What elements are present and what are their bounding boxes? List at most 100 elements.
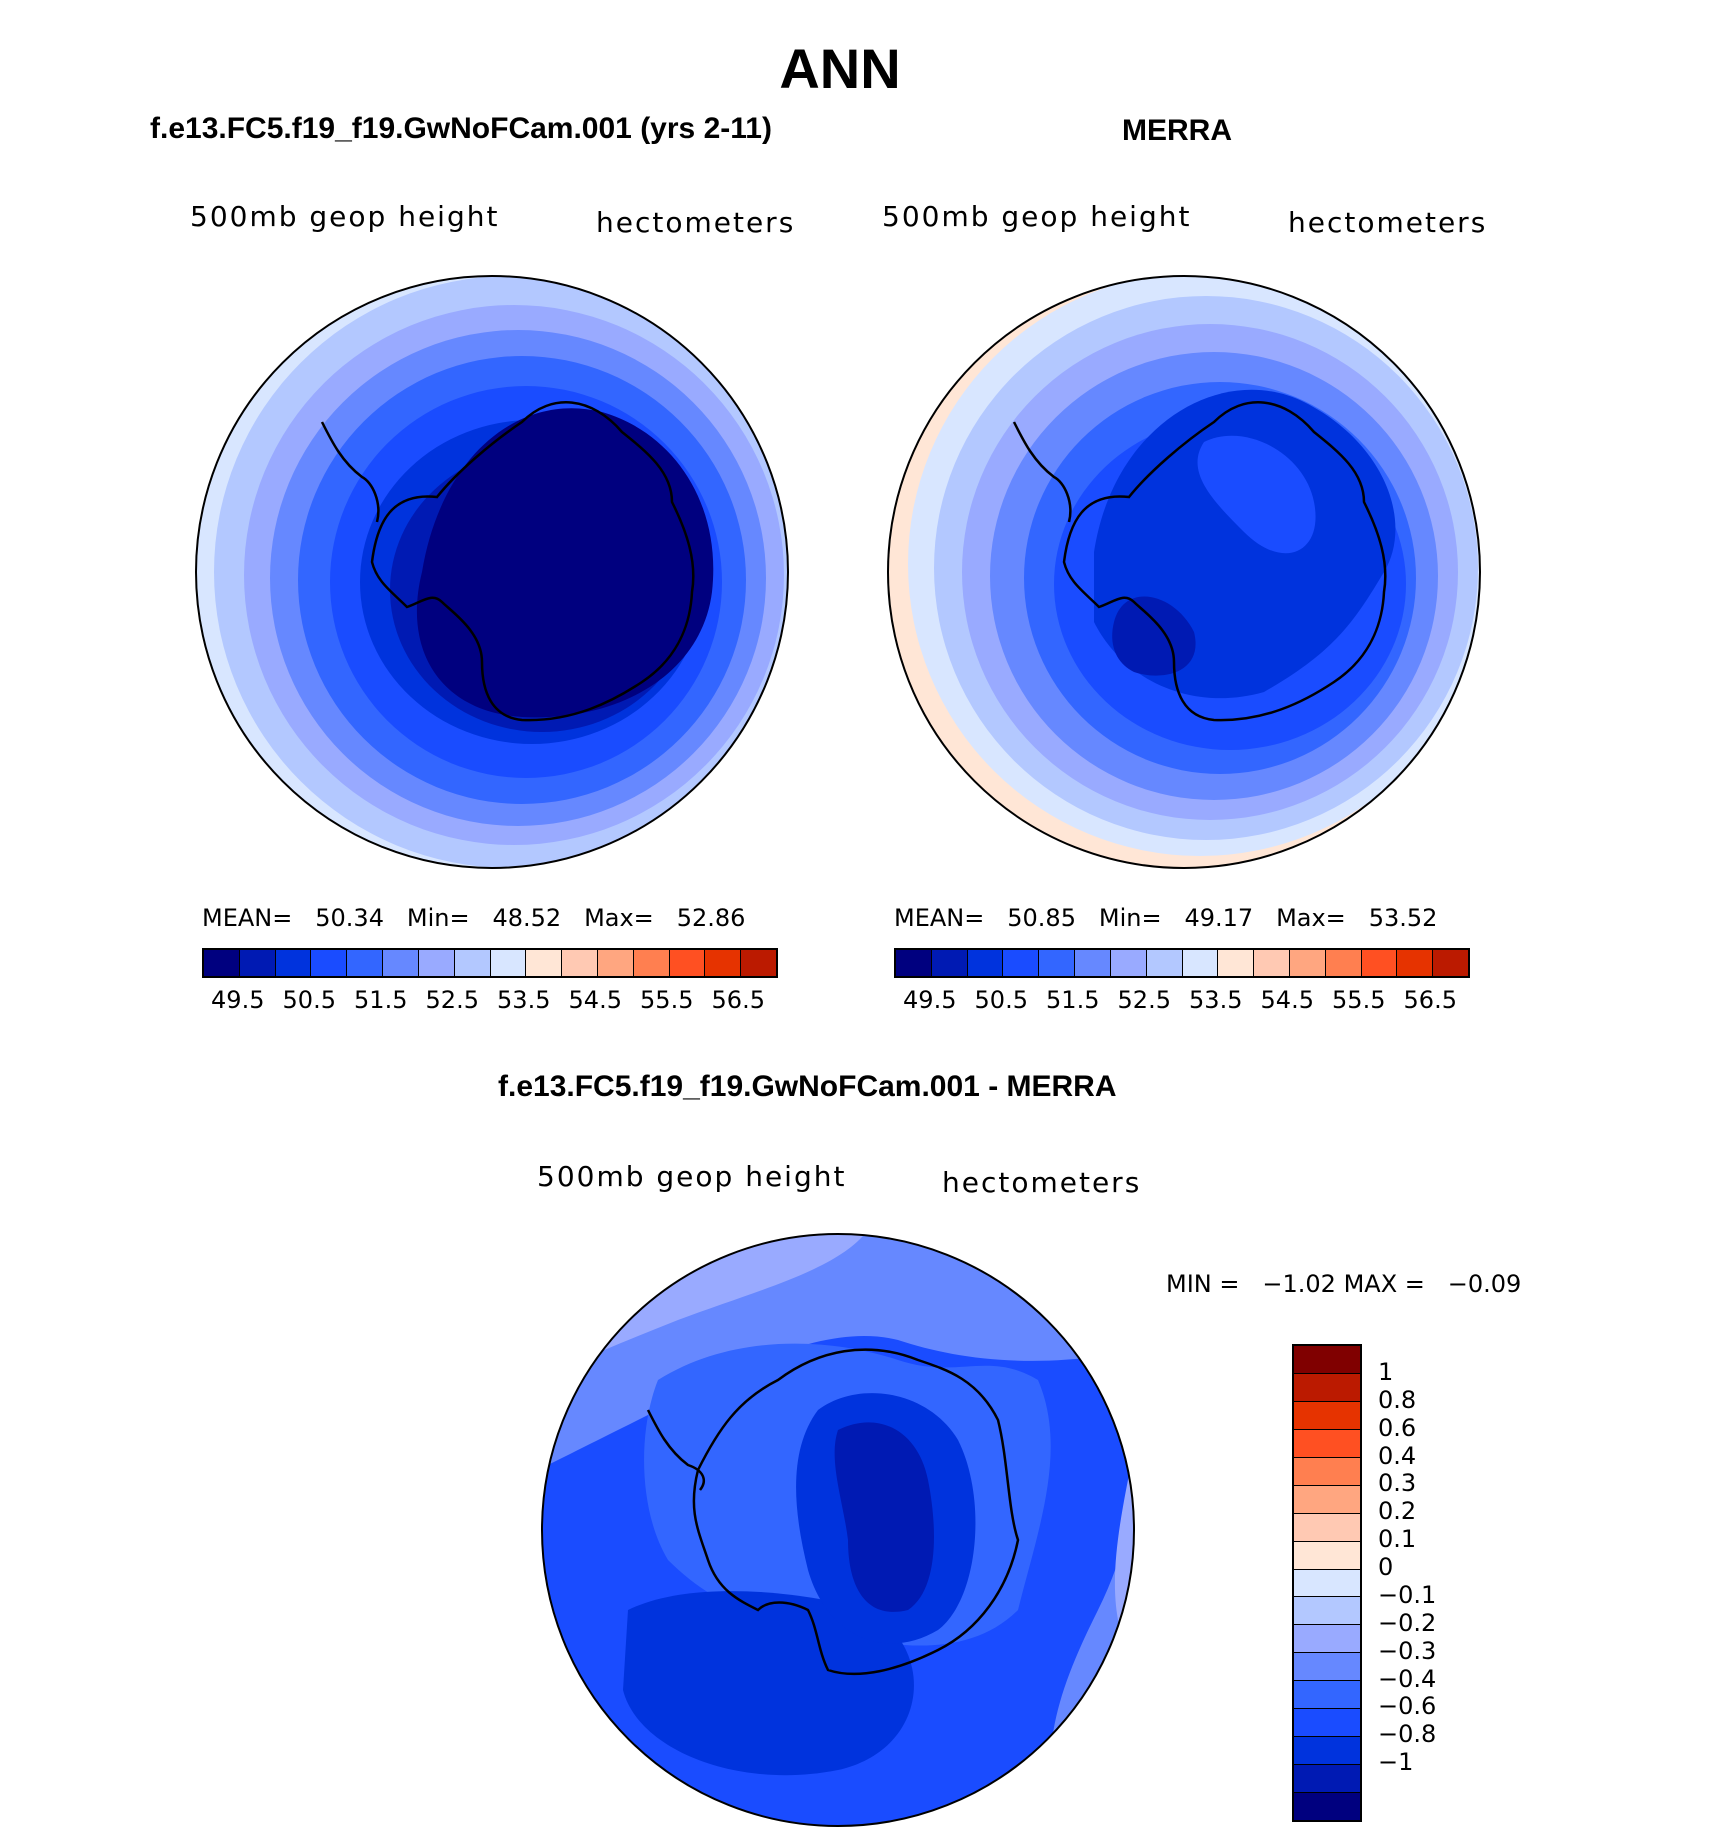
diff-band-minus-0.8-south <box>623 1591 914 1776</box>
model-panel-title: f.e13.FC5.f19_f19.GwNoFCam.001 (yrs 2-11… <box>150 112 772 145</box>
colorbar-tick-label: 53.5 <box>497 986 551 1014</box>
colorbar-cell <box>347 950 384 976</box>
diff-polar-map <box>541 1233 1135 1827</box>
colorbar-cell <box>1218 950 1255 976</box>
colorbar-cell <box>1294 1373 1360 1402</box>
colorbar-cell <box>741 950 776 976</box>
obs-map-boundary <box>887 275 1481 869</box>
obs-min-value: 49.17 <box>1184 904 1254 932</box>
colorbar-cell <box>418 950 455 976</box>
model-mean-label: MEAN= <box>202 904 293 932</box>
colorbar-tick-label: 0.1 <box>1378 1525 1417 1554</box>
colorbar-cell <box>597 950 634 976</box>
colorbar-cell <box>1003 950 1040 976</box>
colorbar-tick-label: 54.5 <box>568 986 622 1014</box>
model-colorbar-ticks: 49.5 50.5 51.5 52.5 53.5 54.5 55.5 56.5 <box>202 986 778 1016</box>
model-band-min <box>416 408 714 718</box>
colorbar-tick-label: 53.5 <box>1189 986 1243 1014</box>
obs-panel-title: MERRA <box>1122 114 1232 147</box>
model-colorbar <box>202 948 778 978</box>
colorbar-tick-label: 49.5 <box>211 986 265 1014</box>
colorbar-tick-label: 0.4 <box>1378 1441 1417 1470</box>
model-min-value: 48.52 <box>492 904 562 932</box>
colorbar-tick-label: −0.8 <box>1378 1720 1437 1749</box>
colorbar-tick-label: −0.2 <box>1378 1608 1437 1637</box>
colorbar-tick-label: 51.5 <box>354 986 408 1014</box>
colorbar-cell <box>1294 1401 1360 1430</box>
colorbar-cell <box>1039 950 1076 976</box>
diff-panel-title: f.e13.FC5.f19_f19.GwNoFCam.001 - MERRA <box>498 1070 1117 1103</box>
obs-min-label: Min= <box>1098 904 1162 932</box>
diff-units-label: hectometers <box>942 1166 1142 1199</box>
model-min-label: Min= <box>406 904 470 932</box>
diff-min-value: −1.02 <box>1262 1270 1336 1298</box>
obs-band-50-inner <box>1197 435 1316 554</box>
colorbar-cell <box>1397 950 1434 976</box>
colorbar-cell <box>1294 1457 1360 1486</box>
model-polar-map <box>195 275 789 869</box>
colorbar-tick-label: 54.5 <box>1260 986 1314 1014</box>
colorbar-cell <box>1294 1709 1360 1738</box>
model-peninsula-outline <box>320 421 380 523</box>
model-max-value: 52.86 <box>676 904 746 932</box>
diff-variable-label: 500mb geop height <box>537 1160 847 1193</box>
colorbar-cell <box>1294 1541 1360 1570</box>
obs-antarctica-outline <box>1062 401 1387 722</box>
colorbar-cell <box>705 950 742 976</box>
colorbar-tick-label: 49.5 <box>903 986 957 1014</box>
colorbar-tick-label: 52.5 <box>425 986 479 1014</box>
model-mean-value: 50.34 <box>315 904 384 932</box>
diff-map-boundary <box>541 1233 1135 1827</box>
colorbar-cell <box>204 950 240 976</box>
colorbar-cell <box>1294 1681 1360 1710</box>
colorbar-cell <box>1294 1737 1360 1766</box>
colorbar-cell <box>1294 1653 1360 1682</box>
colorbar-cell <box>1294 1569 1360 1598</box>
colorbar-cell <box>275 950 312 976</box>
colorbar-tick-label: 0.8 <box>1378 1385 1417 1414</box>
colorbar-cell <box>669 950 706 976</box>
colorbar-cell <box>1294 1625 1360 1654</box>
obs-max-label: Max= <box>1276 904 1346 932</box>
colorbar-tick-label: 0 <box>1378 1553 1394 1582</box>
colorbar-cell <box>1182 950 1219 976</box>
colorbar-tick-label: 55.5 <box>1332 986 1386 1014</box>
diff-min-label: MIN = <box>1166 1270 1240 1298</box>
obs-polar-map <box>887 275 1481 869</box>
colorbar-cell <box>896 950 932 976</box>
colorbar-cell <box>1254 950 1290 976</box>
colorbar-tick-label: 50.5 <box>282 986 336 1014</box>
colorbar-tick-label: 0.6 <box>1378 1413 1417 1442</box>
colorbar-tick-label: 51.5 <box>1046 986 1100 1014</box>
model-map-boundary <box>195 275 789 869</box>
figure-title: ANN <box>779 37 901 100</box>
obs-units-label: hectometers <box>1288 206 1488 239</box>
colorbar-tick-label: 56.5 <box>711 986 765 1014</box>
obs-mean-label: MEAN= <box>894 904 985 932</box>
colorbar-tick-label: −0.6 <box>1378 1692 1437 1721</box>
colorbar-cell <box>383 950 419 976</box>
colorbar-cell <box>931 950 968 976</box>
colorbar-tick-label: 55.5 <box>640 986 694 1014</box>
colorbar-cell <box>1294 1597 1360 1626</box>
model-stats: MEAN= 50.34 Min= 48.52 Max= 52.86 <box>202 904 745 932</box>
model-antarctica-outline <box>370 401 695 722</box>
colorbar-cell <box>1294 1793 1360 1820</box>
obs-peninsula-outline <box>1012 421 1072 523</box>
diff-colorbar-ticks: 1 0.8 0.6 0.4 0.3 0.2 0.1 0 −0.1 −0.2 −0.3 −0.4 −0.6… <box>1378 1344 1478 1822</box>
model-variable-label: 500mb geop height <box>190 200 500 233</box>
diff-max-value: −0.09 <box>1447 1270 1522 1298</box>
colorbar-cell <box>1075 950 1111 976</box>
colorbar-tick-label: 0.2 <box>1378 1497 1417 1526</box>
colorbar-cell <box>1294 1429 1360 1458</box>
model-max-label: Max= <box>584 904 654 932</box>
colorbar-tick-label: −0.4 <box>1378 1664 1437 1693</box>
obs-max-value: 53.52 <box>1368 904 1438 932</box>
colorbar-tick-label: 1 <box>1378 1357 1394 1386</box>
colorbar-cell <box>1146 950 1183 976</box>
obs-mean-value: 50.85 <box>1007 904 1076 932</box>
colorbar-cell <box>1294 1485 1360 1514</box>
obs-stats: MEAN= 50.85 Min= 49.17 Max= 53.52 <box>894 904 1437 932</box>
diff-antarctica-outline <box>692 1348 1020 1676</box>
colorbar-cell <box>454 950 491 976</box>
